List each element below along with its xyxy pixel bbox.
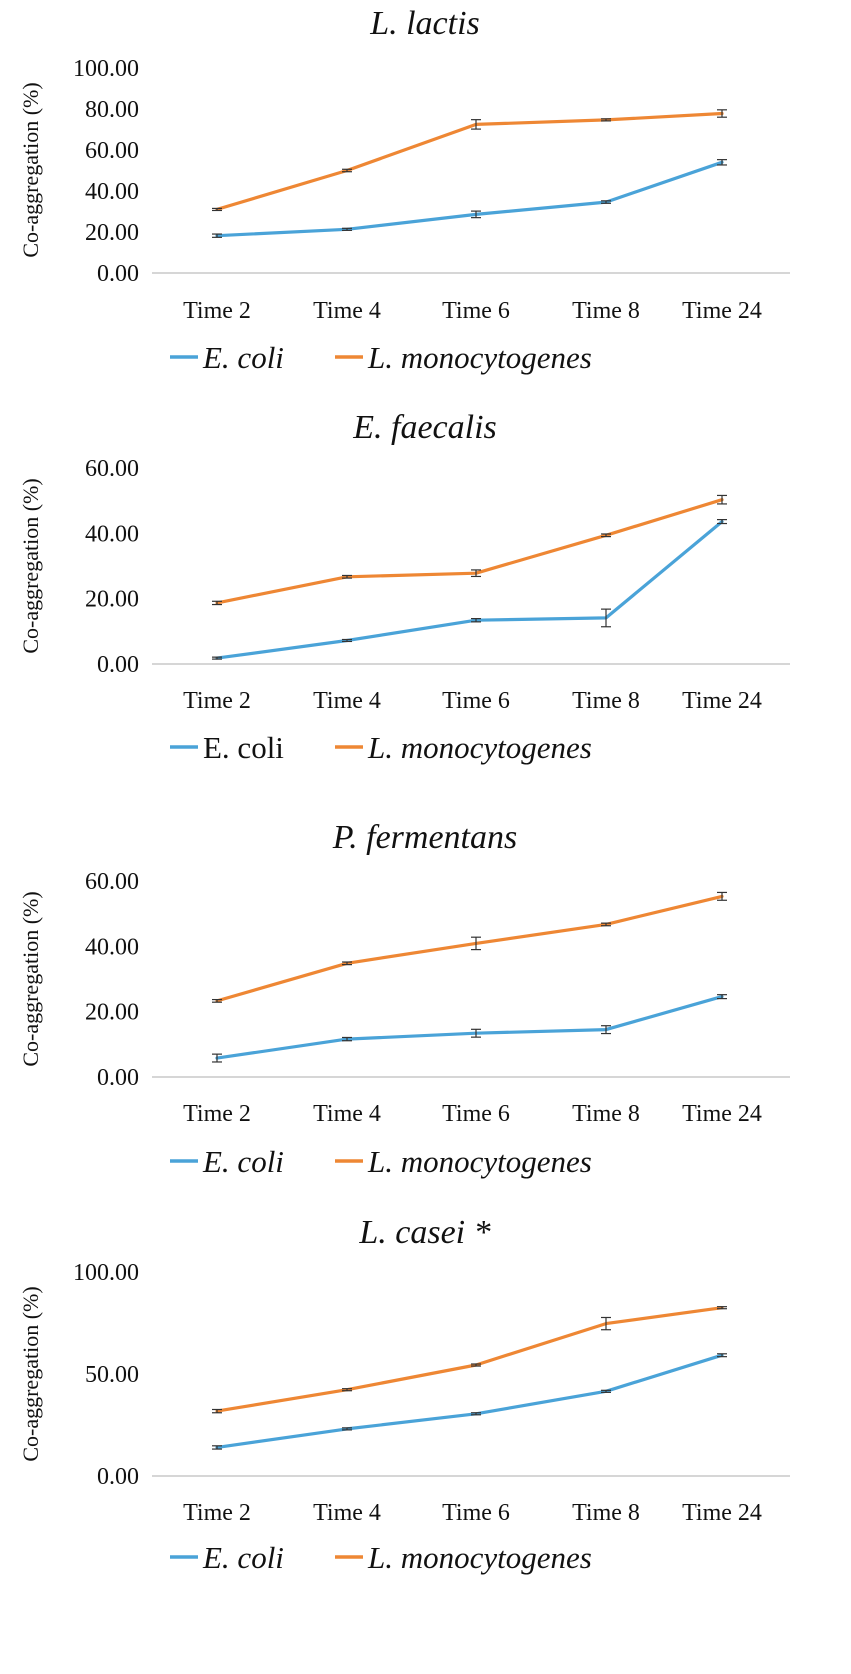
legend-label-l-monocytogenes: L. monocytogenes [367,340,592,375]
y-tick-label: 0.00 [97,652,139,678]
y-axis-label: Co-aggregation (%) [18,82,43,257]
series-line-e-coli [215,519,724,660]
chart-panel-1: L. lactis Co-aggregation (%) 0.00 20.00 40.0… [18,5,790,375]
x-category-label: Time 24 [682,1101,762,1127]
y-tick-label: 80.00 [85,97,139,123]
series-line-e-coli [215,1353,724,1450]
legend-label-l-monocytogenes: L. monocytogenes [367,1144,592,1179]
x-category-label: Time 24 [682,688,762,714]
y-tick-label: 40.00 [85,934,139,960]
x-category-label: Time 4 [313,1500,381,1526]
legend-label-e-coli: E. coli [202,1144,284,1179]
series-line-l-monocytogenes [215,498,724,605]
legend-label-e-coli: E. coli [203,730,284,765]
series-line-e-coli [215,160,724,238]
legend-label-l-monocytogenes: L. monocytogenes [367,1540,592,1575]
x-category-label: Time 24 [682,1500,762,1526]
y-axis-label: Co-aggregation (%) [18,478,43,653]
chart-title: P. fermentans [332,819,517,856]
chart-panel-2: E. faecalis Co-aggregation (%) 0.00 20.00 40… [18,409,790,765]
y-tick-label: 20.00 [85,220,139,246]
x-category-label: Time 6 [442,1500,510,1526]
x-category-label: Time 24 [682,298,762,324]
x-category-label: Time 4 [313,688,381,714]
x-category-label: Time 4 [313,298,381,324]
y-tick-label: 100.00 [73,56,139,82]
y-tick-label: 40.00 [85,179,139,205]
x-category-label: Time 8 [572,1101,640,1127]
chart-title: L. lactis [369,5,480,42]
y-tick-label: 0.00 [97,1065,139,1091]
chart-title: L. casei * [358,1214,490,1251]
x-category-label: Time 2 [183,298,251,324]
x-category-label: Time 2 [183,1500,251,1526]
x-category-label: Time 2 [183,688,251,714]
series-line-l-monocytogenes [215,894,724,1003]
x-category-label: Time 8 [572,688,640,714]
y-tick-label: 60.00 [85,456,139,482]
y-axis-label: Co-aggregation (%) [18,1286,43,1461]
legend-label-l-monocytogenes: L. monocytogenes [367,730,592,765]
x-category-label: Time 4 [313,1101,381,1127]
chart-title: E. faecalis [352,409,497,446]
x-category-label: Time 6 [442,1101,510,1127]
y-tick-label: 0.00 [97,1464,139,1490]
series-line-l-monocytogenes [215,1306,724,1413]
chart-panel-4: L. casei * Co-aggregation (%) 0.00 50.00 100… [18,1214,790,1575]
y-tick-label: 100.00 [73,1260,139,1286]
y-tick-label: 0.00 [97,261,139,287]
y-tick-label: 20.00 [85,587,139,613]
x-category-label: Time 8 [572,298,640,324]
series-line-e-coli [215,994,724,1060]
y-tick-label: 60.00 [85,869,139,895]
x-category-label: Time 2 [183,1101,251,1127]
x-category-label: Time 6 [442,298,510,324]
x-category-label: Time 8 [572,1500,640,1526]
x-category-label: Time 6 [442,688,510,714]
y-tick-label: 20.00 [85,1000,139,1026]
y-tick-label: 40.00 [85,521,139,547]
y-tick-label: 50.00 [85,1362,139,1388]
y-axis-label: Co-aggregation (%) [18,891,43,1066]
legend-label-e-coli: E. coli [202,340,284,375]
y-tick-label: 60.00 [85,138,139,164]
legend-label-e-coli: E. coli [202,1540,284,1575]
series-line-l-monocytogenes [215,111,724,211]
chart-panel-3: P. fermentans Co-aggregation (%) 0.00 20.00… [18,819,790,1179]
